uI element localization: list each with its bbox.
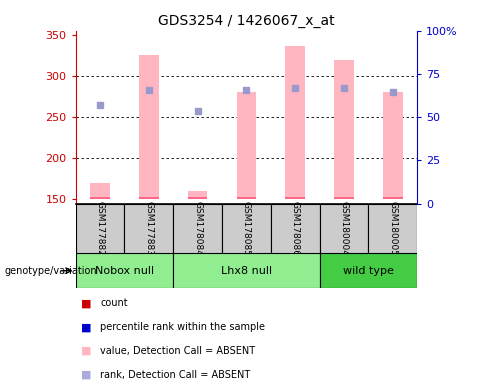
Text: count: count <box>100 298 128 308</box>
Bar <box>173 204 222 253</box>
Text: value, Detection Call = ABSENT: value, Detection Call = ABSENT <box>100 346 255 356</box>
Bar <box>383 93 403 199</box>
Text: ■: ■ <box>81 370 91 380</box>
Bar <box>139 55 159 199</box>
Text: ■: ■ <box>81 298 91 308</box>
Bar <box>188 197 207 199</box>
Bar <box>285 46 305 199</box>
Text: GSM178084: GSM178084 <box>193 201 202 256</box>
Bar <box>271 204 320 253</box>
Bar <box>90 183 110 199</box>
Bar <box>124 204 173 253</box>
Text: rank, Detection Call = ABSENT: rank, Detection Call = ABSENT <box>100 370 250 380</box>
Text: Lhx8 null: Lhx8 null <box>221 266 272 276</box>
Bar <box>76 204 124 253</box>
Bar <box>368 204 417 253</box>
Text: GSM177882: GSM177882 <box>96 201 104 256</box>
Text: GSM180005: GSM180005 <box>388 201 397 256</box>
Bar <box>222 204 271 253</box>
Bar <box>320 253 417 288</box>
Bar <box>76 253 173 288</box>
Text: GSM180004: GSM180004 <box>340 201 348 256</box>
Text: percentile rank within the sample: percentile rank within the sample <box>100 322 265 332</box>
Text: genotype/variation: genotype/variation <box>5 266 98 276</box>
Bar <box>237 197 256 199</box>
Bar <box>237 93 256 199</box>
Bar <box>188 191 207 199</box>
Bar <box>139 197 159 199</box>
Bar <box>320 204 368 253</box>
Text: GSM178086: GSM178086 <box>291 201 300 256</box>
Text: GSM177883: GSM177883 <box>144 201 153 256</box>
Text: ■: ■ <box>81 346 91 356</box>
Bar <box>173 253 320 288</box>
Text: Nobox null: Nobox null <box>95 266 154 276</box>
Text: GSM178085: GSM178085 <box>242 201 251 256</box>
Bar <box>334 197 354 199</box>
Bar <box>383 197 403 199</box>
Bar <box>334 60 354 199</box>
Bar <box>285 197 305 199</box>
Bar <box>90 197 110 199</box>
Title: GDS3254 / 1426067_x_at: GDS3254 / 1426067_x_at <box>158 14 335 28</box>
Text: ■: ■ <box>81 322 91 332</box>
Text: wild type: wild type <box>343 266 394 276</box>
